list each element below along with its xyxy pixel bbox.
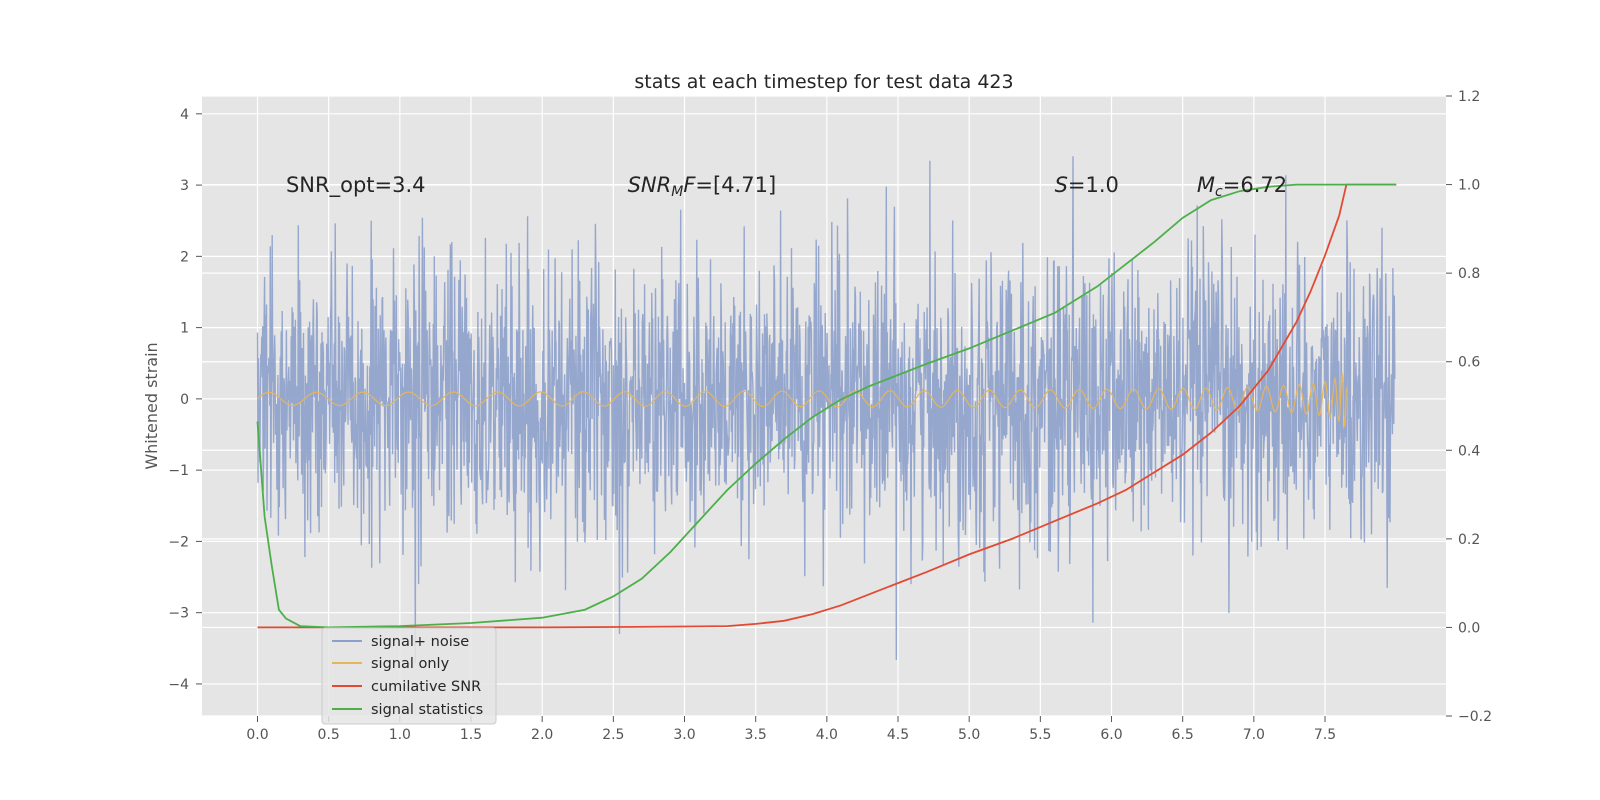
y2-tick-label: 0.8	[1458, 266, 1480, 282]
annotation-0: SNR_opt=3.4	[286, 173, 426, 198]
x-tick-label: 7.0	[1243, 727, 1265, 743]
series-signal-noise	[256, 156, 1396, 664]
annotation-2: S=1.0	[1055, 173, 1119, 197]
x-tick-label: 4.0	[816, 727, 838, 743]
series-cumulative-snr	[257, 183, 1397, 629]
x-tick-label: 1.0	[389, 727, 411, 743]
x-tick-label: 3.5	[745, 727, 767, 743]
legend-label-signal-noise: signal+ noise	[371, 634, 469, 650]
legend: signal+ noise signal only cumilative SNR…	[321, 627, 497, 725]
x-tick-label: 2.0	[531, 727, 553, 743]
x-tick-label: 6.5	[1172, 727, 1194, 743]
signal-noise-series	[256, 156, 1396, 664]
legend-box	[321, 627, 497, 725]
y-axis-right: −0.2 0.0 0.2 0.4 0.6 0.8 1.0 1.2	[1446, 89, 1492, 725]
x-tick-label: 2.5	[602, 727, 624, 743]
x-tick-label: 0.0	[246, 727, 268, 743]
y-axis-left: −4 −3 −2 −1 0 1 2 3 4	[168, 107, 202, 693]
y2-tick-label: 0.6	[1458, 355, 1480, 371]
legend-label-signal-statistics: signal statistics	[371, 702, 483, 718]
x-tick-label: 4.5	[887, 727, 909, 743]
x-tick-label: 1.5	[460, 727, 482, 743]
legend-label-cumulative-snr: cumilative SNR	[371, 679, 481, 695]
y-tick-label: 4	[180, 107, 189, 123]
y-tick-label: 3	[180, 178, 189, 194]
x-tick-label: 0.5	[318, 727, 340, 743]
legend-label-signal-only: signal only	[371, 656, 450, 672]
series-signal-statistics	[256, 183, 1397, 629]
y-tick-label: 0	[180, 392, 189, 408]
x-tick-label: 5.0	[958, 727, 980, 743]
annotation-3: Mc=6.72	[1197, 173, 1287, 200]
y-tick-label: −3	[168, 606, 189, 622]
series-signal-only	[257, 372, 1347, 428]
signal-only-series	[257, 372, 1347, 428]
annotations: SNR_opt=3.4 SNRMF=[4.71] S=1.0 Mc=6.72	[286, 173, 1287, 200]
chart-title: stats at each timestep for test data 423	[634, 71, 1013, 93]
x-tick-label: 3.0	[673, 727, 695, 743]
x-tick-label: 7.5	[1314, 727, 1336, 743]
y-tick-label: −4	[168, 677, 189, 693]
y2-tick-label: 0.4	[1458, 443, 1480, 459]
y2-tick-label: −0.2	[1458, 709, 1492, 725]
annotation-1: SNRMF=[4.71]	[628, 173, 777, 200]
y-axis-label: Whitened strain	[142, 342, 161, 469]
y2-tick-label: 0.2	[1458, 532, 1480, 548]
line-series-layer	[256, 183, 1397, 629]
y2-tick-label: 1.2	[1458, 89, 1480, 105]
x-tick-label: 6.0	[1100, 727, 1122, 743]
y-tick-label: 2	[180, 249, 189, 265]
y-tick-label: −1	[168, 463, 189, 479]
y-tick-label: −2	[168, 534, 189, 550]
y2-tick-label: 0.0	[1458, 620, 1480, 636]
x-tick-label: 5.5	[1029, 727, 1051, 743]
x-axis: 0.0 0.5 1.0 1.5 2.0 2.5 3.0 3.5 4.0 4.5 5.0 5.5 6.0 6…	[246, 716, 1336, 743]
y-tick-label: 1	[180, 321, 189, 337]
y2-tick-label: 1.0	[1458, 178, 1480, 194]
